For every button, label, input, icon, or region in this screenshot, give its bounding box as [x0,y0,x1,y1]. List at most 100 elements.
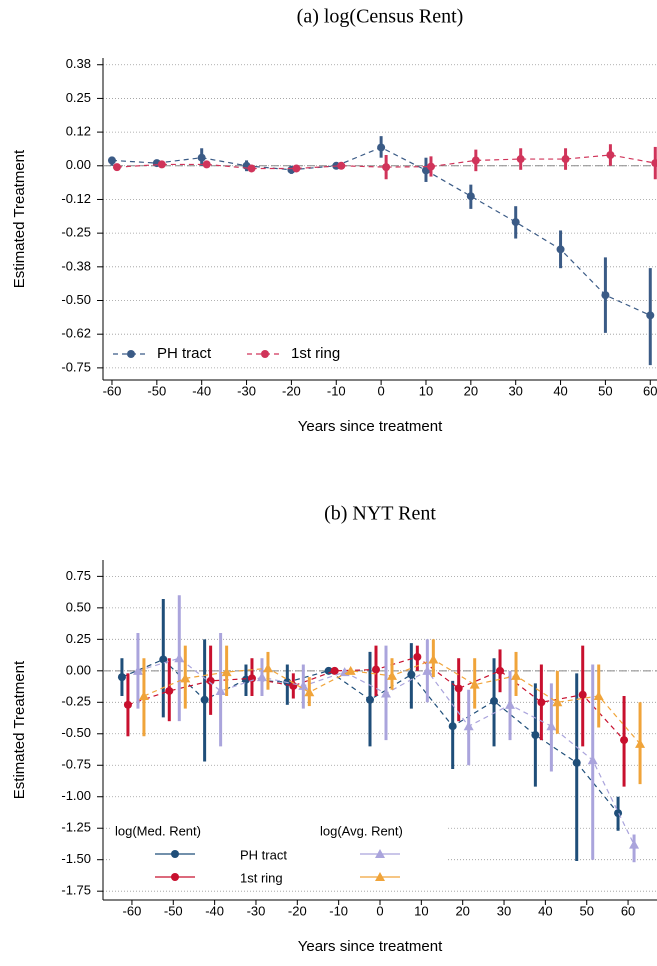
point [132,665,143,675]
point [127,350,135,358]
x-tick-label: 10 [414,903,428,918]
point [546,721,557,731]
point [381,688,391,698]
x-tick-label: -60 [103,383,122,398]
x-tick-label: 30 [497,903,511,918]
x-tick-label: -40 [205,903,224,918]
point [138,691,149,700]
x-tick-label: 10 [419,383,433,398]
point [375,872,385,881]
point [159,655,168,664]
y-axis-label: Estimated Treatment [11,660,28,799]
point [123,700,132,709]
y-tick-label: 0.12 [66,124,91,139]
x-tick-label: 60 [621,903,635,918]
legend-label: 1st ring [291,345,340,362]
point [606,151,615,160]
point [241,675,250,684]
x-tick-label: -10 [329,903,348,918]
legend-group: log(Med. Rent) [115,823,201,838]
point [511,670,522,680]
point [345,665,356,675]
legend-label: 1st ring [240,870,283,885]
y-tick-label: -0.50 [61,292,91,307]
x-tick-label: -50 [164,903,183,918]
point [377,143,386,152]
y-tick-label: -1.50 [61,851,91,866]
point [552,697,563,707]
x-tick-label: -20 [288,903,307,918]
plot-area [103,58,657,380]
point [197,153,206,162]
point [174,653,185,663]
x-axis-label: Years since treatment [298,938,443,955]
point [490,697,499,706]
point [496,666,505,675]
x-tick-label: -60 [123,903,142,918]
point [426,162,435,171]
point [372,665,380,674]
x-axis-label: Years since treatment [298,418,443,435]
y-tick-label: -0.38 [61,258,91,273]
y-tick-label: 0.50 [66,599,91,614]
legend-group: log(Avg. Rent) [320,823,403,838]
x-tick-label: -20 [282,383,301,398]
point [516,155,525,164]
point [261,350,269,358]
y-tick-label: -0.50 [61,725,91,740]
point [292,164,301,173]
y-tick-label: -0.62 [61,326,91,341]
point [578,690,587,699]
chart-title: (a) log(Census Rent) [297,6,464,28]
point [171,850,179,858]
y-tick-label: 0.75 [66,568,91,583]
point [629,839,640,849]
point [448,722,457,731]
point [200,695,209,704]
y-tick-label: -0.75 [61,757,91,772]
point [262,663,273,673]
point [337,161,346,170]
x-tick-label: 0 [378,383,385,398]
point [469,679,480,689]
y-tick-label: -1.75 [61,883,91,898]
point [593,691,604,700]
point [466,192,475,201]
point [556,245,565,254]
point [614,809,623,818]
legend-label: PH tract [240,847,287,862]
x-tick-label: 50 [598,383,612,398]
y-axis-label: Estimated Treatment [11,149,28,288]
point [215,685,226,695]
x-tick-label: 60 [643,383,657,398]
y-tick-label: -0.75 [61,359,91,374]
point [387,670,397,680]
point [422,665,433,675]
point [202,160,211,169]
point [620,736,629,745]
point [375,849,385,858]
legend-label: PH tract [157,345,212,362]
point [635,738,646,748]
x-tick-label: -10 [327,383,346,398]
x-tick-label: 50 [579,903,593,918]
point [221,667,232,677]
point [247,164,256,173]
point [107,156,116,165]
point [330,666,339,675]
point [651,159,657,168]
point [165,686,174,695]
y-tick-label: -1.00 [61,788,91,803]
point [511,218,520,227]
y-tick-label: 0.00 [66,662,91,677]
point [463,721,474,731]
point [601,291,610,300]
point [428,654,439,664]
point [537,698,546,707]
y-tick-label: 0.00 [66,157,91,172]
x-tick-label: 20 [464,383,478,398]
point [206,676,215,685]
point [180,673,191,683]
y-tick-label: -1.25 [61,820,91,835]
